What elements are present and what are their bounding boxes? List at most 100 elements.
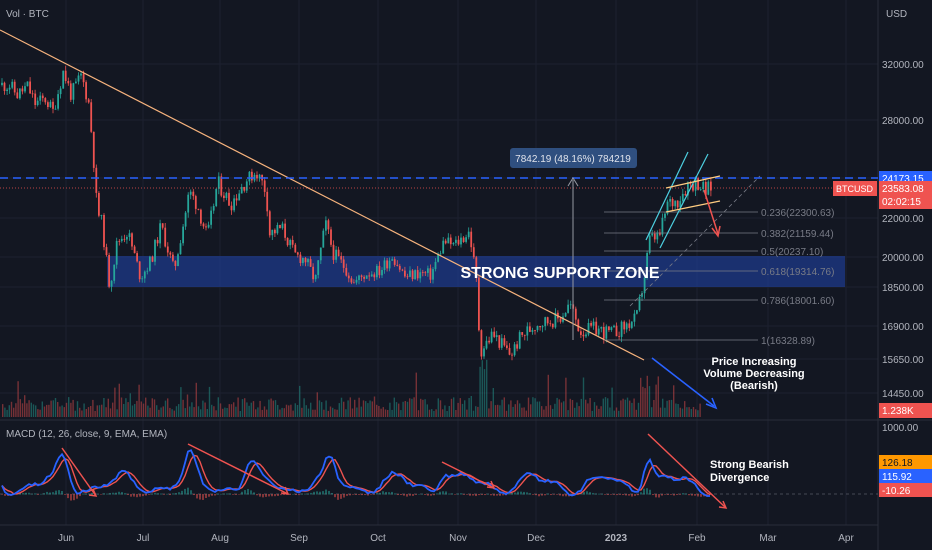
candle-body [564, 312, 567, 317]
volume-bar [514, 404, 516, 417]
candle-body [551, 323, 554, 328]
y-tick-0: 32000.00 [882, 60, 924, 71]
macd-histogram-bar [307, 493, 309, 495]
macd-histogram-bar [565, 494, 567, 497]
y-tick-5: 18500.00 [882, 283, 924, 294]
macd-histogram-bar [49, 492, 51, 495]
volume-bar [402, 401, 404, 417]
candle-body [197, 208, 200, 210]
macd-histogram-bar [385, 491, 387, 495]
volume-bar [497, 404, 499, 417]
candle-body [248, 171, 251, 182]
candle-body [554, 312, 557, 328]
candle-body [21, 88, 24, 92]
macd-histogram-bar [259, 494, 261, 497]
candle-body [580, 331, 582, 335]
volume-bar [145, 397, 147, 417]
candle-body [444, 240, 447, 244]
macd-histogram-bar [238, 494, 240, 495]
macd-histogram-bar [85, 493, 87, 495]
volume-bar [235, 406, 237, 417]
volume-bar [312, 409, 314, 417]
volume-bar [501, 399, 503, 417]
volume-bar [186, 394, 189, 417]
volume-bar [354, 399, 356, 417]
volume-bar [677, 404, 679, 417]
candle-body [373, 274, 376, 278]
candle-body [490, 331, 493, 343]
volume-bar [15, 403, 17, 417]
macd-histogram-bar [28, 492, 30, 495]
macd-histogram-bar [109, 493, 111, 495]
macd-histogram-bar [190, 490, 192, 495]
candle-body [529, 326, 531, 332]
macd-histogram-bar [679, 494, 681, 495]
candle-body [286, 237, 289, 246]
volume-bar [215, 410, 217, 417]
candle-body [518, 332, 521, 349]
volume-bar [162, 406, 164, 417]
volume-bar [541, 406, 543, 417]
macd-histogram-bar [292, 493, 294, 495]
volume-bar [226, 408, 228, 417]
volume-bar [479, 366, 481, 417]
candle-body [289, 240, 292, 246]
volume-bar [263, 406, 266, 417]
volume-bar [294, 403, 296, 417]
macd-histogram-bar [706, 494, 708, 496]
macd-histogram-bar [217, 493, 219, 495]
fib-label-0.618: 0.618(19314.76) [761, 267, 834, 278]
candle-body [549, 323, 552, 325]
candle-body [47, 102, 49, 107]
volume-bar [259, 400, 261, 417]
volume-bar [607, 398, 609, 417]
macd-histogram-bar [652, 494, 654, 496]
volume-bar [387, 410, 389, 417]
candle-body [177, 254, 179, 266]
volume-bar [448, 406, 450, 417]
volume-bar [123, 404, 125, 417]
candle-body [309, 259, 312, 267]
macd-histogram-bar [205, 494, 207, 499]
candle-body [340, 256, 343, 260]
x-tick-Sep: Sep [290, 533, 308, 544]
candle-body [113, 264, 116, 281]
macd-histogram-bar [391, 491, 393, 495]
volume-bar [356, 407, 358, 417]
macd-pane [0, 433, 878, 509]
macd-histogram-bar [655, 494, 657, 498]
volume-bar [35, 405, 37, 417]
candle-body [378, 265, 381, 276]
macd-histogram-bar [229, 493, 231, 495]
candle-body [370, 274, 373, 277]
volume-bar [690, 409, 692, 417]
volume-bar [453, 397, 455, 417]
volume-bar [54, 398, 57, 417]
macd-histogram-bar [559, 494, 561, 496]
candle-body [330, 229, 332, 245]
volume-bar [417, 410, 420, 417]
volume-bar [345, 409, 347, 417]
candle-body [702, 182, 705, 189]
volume-bar [692, 407, 695, 417]
macd-histogram-bar [268, 494, 270, 497]
macd-histogram-bar [460, 493, 462, 495]
volume-bar [547, 374, 549, 417]
macd-histogram-bar [145, 494, 147, 496]
volume-bar [239, 411, 241, 417]
candle-body [587, 323, 590, 335]
tag-volume-bg [879, 403, 932, 418]
volume-bar [171, 409, 173, 417]
candle-body [495, 335, 498, 337]
candle-body [235, 198, 238, 201]
candle-body [503, 338, 506, 346]
volume-bar [668, 400, 670, 417]
candle-body [317, 260, 320, 275]
macd-tag-2: -10.26 [882, 486, 911, 497]
volume-bar [686, 407, 688, 417]
volume-bar [191, 402, 193, 417]
candle-body [34, 93, 37, 105]
volume-bar [563, 401, 565, 417]
volume-bar [391, 409, 393, 417]
